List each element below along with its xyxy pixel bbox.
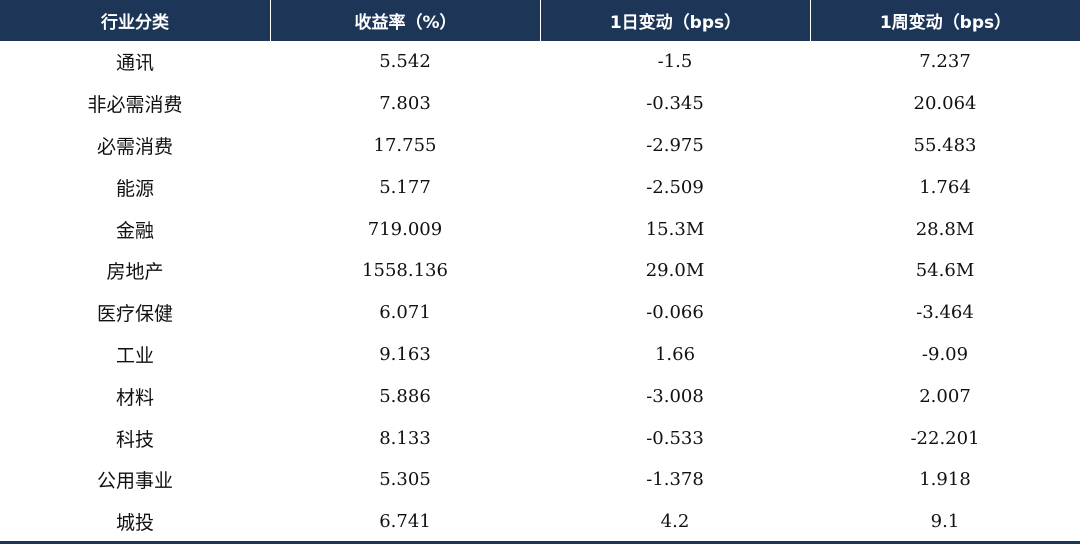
cell-1d-change: -1.378 [646,469,704,491]
cell-sector: 非必需消费 [87,94,183,117]
cell-1w-change: 54.6M [915,260,975,282]
table-row: 金融 719.009 15.3M 28.8M [0,208,1080,250]
cell-1d-change: 29.0M [645,260,705,282]
cell-yield: 5.886 [379,385,431,407]
cell-1w-change: -22.201 [910,427,980,449]
cell-sector: 房地产 [106,261,164,284]
cell-sector: 材料 [115,386,154,409]
cell-sector: 通讯 [115,52,154,75]
cell-1w-change: 20.064 [913,93,977,115]
cell-yield: 8.133 [379,427,431,449]
cell-1d-change: 15.3M [645,218,705,240]
cell-1w-change: 1.918 [919,469,971,491]
table-row: 材料 5.886 -3.008 2.007 [0,375,1080,417]
table-row: 必需消费 17.755 -2.975 55.483 [0,125,1080,167]
header-yield: 收益率（%） [270,0,540,41]
cell-sector: 医疗保健 [96,303,173,326]
table-row: 能源 5.177 -2.509 1.764 [0,166,1080,208]
cell-1w-change: 55.483 [913,134,977,156]
cell-1w-change: -3.464 [916,302,974,324]
table-header: 行业分类 收益率（%） 1日变动（bps） 1周变动（bps） [0,0,1080,41]
cell-1d-change: -3.008 [646,385,704,407]
cell-1d-change: -2.975 [646,134,704,156]
table-row: 公用事业 5.305 -1.378 1.918 [0,459,1080,501]
cell-yield: 6.741 [379,511,431,533]
cell-1w-change: 2.007 [919,385,971,407]
cell-1w-change: -9.09 [921,343,969,365]
cell-yield: 6.071 [379,302,431,324]
table-row: 科技 8.133 -0.533 -22.201 [0,417,1080,459]
table-row: 城投 6.741 4.2 9.1 [0,501,1080,543]
cell-yield: 17.755 [373,134,437,156]
cell-1d-change: -0.533 [646,427,704,449]
table-body: 通讯 5.542 -1.5 7.237 非必需消费 7.803 -0.345 2… [0,41,1080,543]
cell-yield: 5.542 [379,51,431,73]
cell-1w-change: 7.237 [919,51,971,73]
cell-1w-change: 9.1 [930,511,960,533]
cell-1d-change: 4.2 [660,511,690,533]
header-1w-change: 1周变动（bps） [810,0,1080,41]
cell-yield: 719.009 [367,218,443,240]
cell-sector: 城投 [115,512,154,535]
cell-sector: 能源 [115,177,154,200]
header-1d-change: 1日变动（bps） [540,0,810,41]
cell-yield: 7.803 [379,93,431,115]
cell-1w-change: 1.764 [919,176,971,198]
cell-yield: 5.305 [379,469,431,491]
cell-1d-change: -0.345 [646,93,704,115]
table-row: 房地产 1558.136 29.0M 54.6M [0,250,1080,292]
cell-yield: 9.163 [379,343,431,365]
table-row: 医疗保健 6.071 -0.066 -3.464 [0,292,1080,334]
cell-1w-change: 28.8M [915,218,975,240]
cell-1d-change: -1.5 [657,51,693,73]
table-row: 非必需消费 7.803 -0.345 20.064 [0,83,1080,125]
cell-1d-change: -0.066 [646,302,704,324]
cell-yield: 5.177 [379,176,431,198]
table-row: 工业 9.163 1.66 -9.09 [0,334,1080,376]
header-sector: 行业分类 [101,13,169,33]
cell-sector: 公用事业 [96,470,173,493]
table-row: 通讯 5.542 -1.5 7.237 [0,41,1080,83]
cell-1d-change: 1.66 [654,343,696,365]
cell-1d-change: -2.509 [646,176,704,198]
cell-sector: 科技 [115,428,154,451]
cell-yield: 1558.136 [362,260,448,282]
cell-sector: 工业 [115,344,154,367]
table-bottom-rule [0,541,1080,544]
cell-sector: 必需消费 [96,135,173,158]
cell-sector: 金融 [115,219,154,242]
